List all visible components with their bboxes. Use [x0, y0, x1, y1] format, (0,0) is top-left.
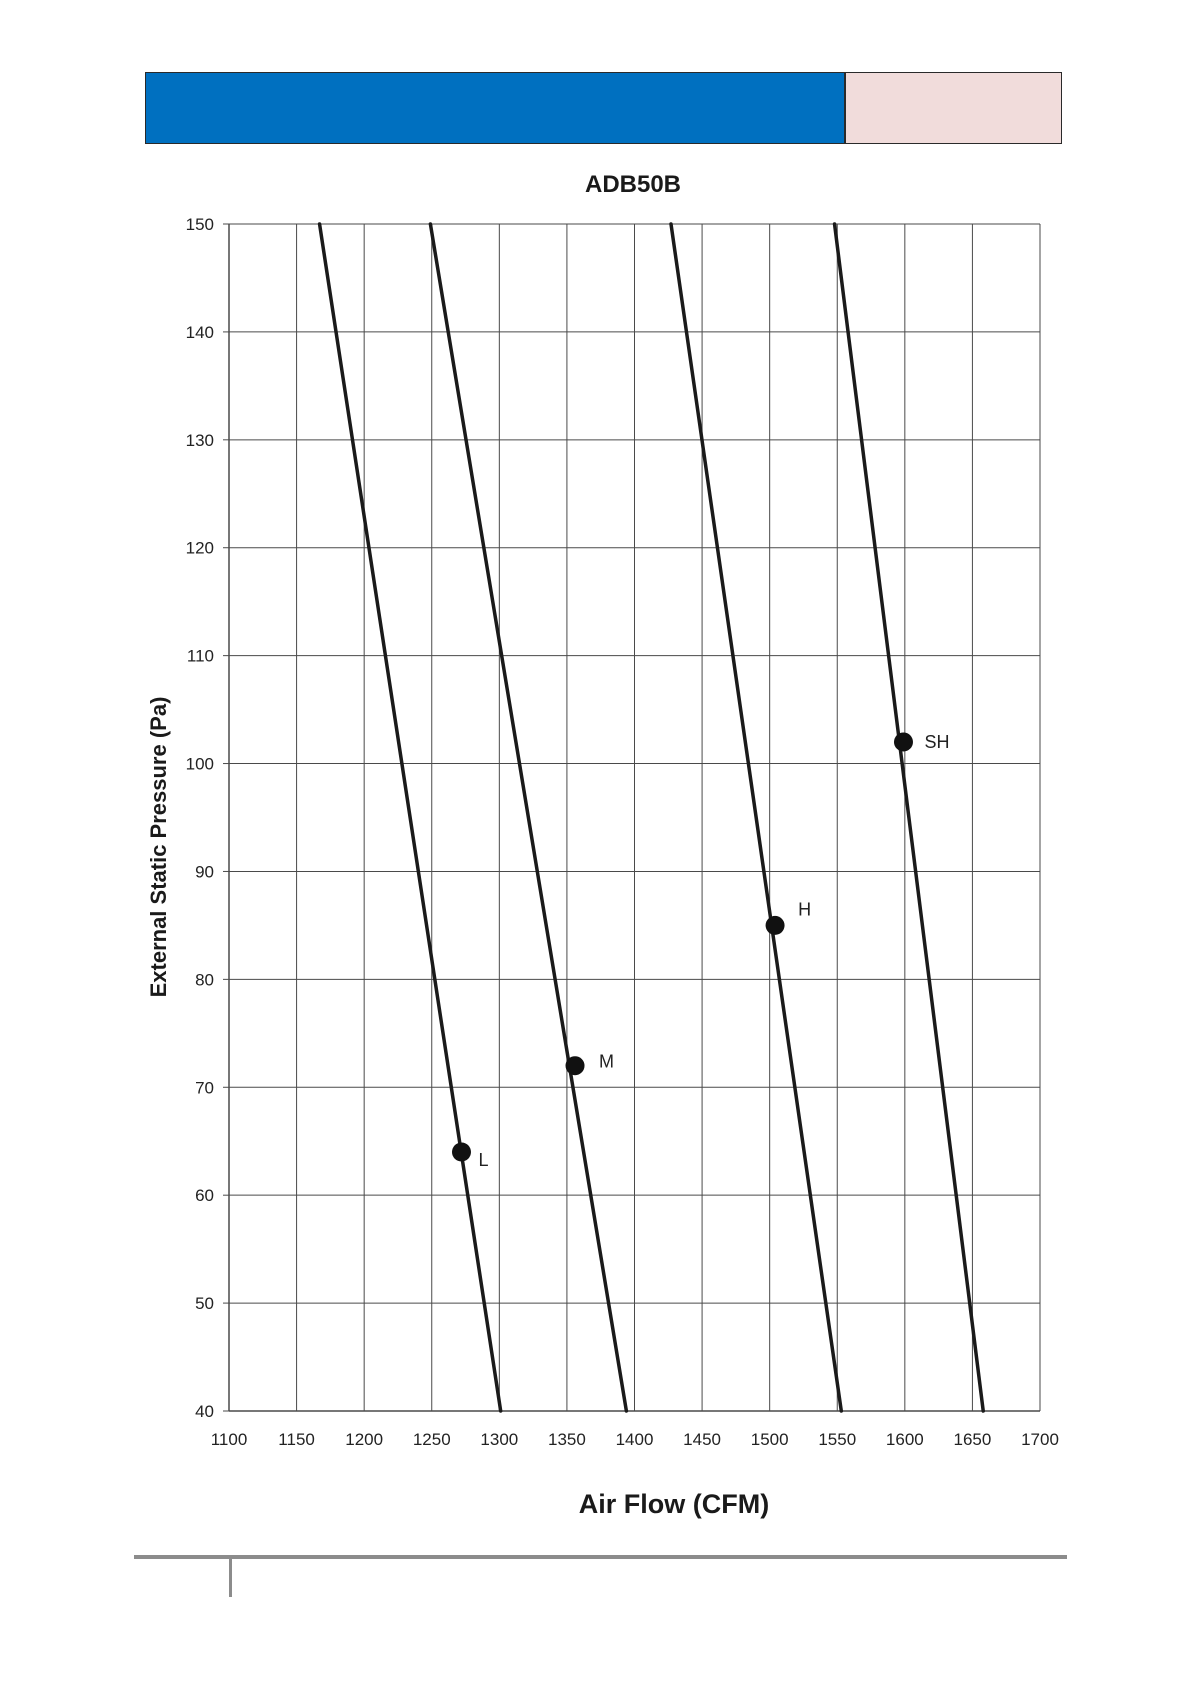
x-tick-label: 1600	[886, 1430, 924, 1449]
x-tick-label: 1350	[548, 1430, 586, 1449]
x-tick-label: 1150	[278, 1430, 315, 1449]
marker-point	[893, 732, 913, 752]
x-tick-label: 1250	[413, 1430, 451, 1449]
x-axis-label: Air Flow (CFM)	[579, 1489, 769, 1519]
x-tick-label: 1700	[1021, 1430, 1059, 1449]
header-pink-box	[845, 72, 1062, 144]
y-tick-label: 110	[187, 647, 214, 666]
x-tick-label: 1650	[954, 1430, 992, 1449]
y-tick-label: 90	[195, 862, 214, 881]
markers: L M H SH	[451, 732, 949, 1170]
footer-rule	[134, 1555, 1067, 1559]
tick-labels: 1100 1150 1200 1250 1300 1350 1400 1450 1500 1550…	[186, 215, 1059, 1449]
marker-point	[565, 1056, 585, 1076]
x-tick-label: 1200	[345, 1430, 383, 1449]
y-tick-label: 150	[186, 215, 214, 234]
marker-label: SH	[924, 732, 949, 752]
series-lines	[317, 222, 985, 1413]
marker-point	[451, 1142, 471, 1162]
y-tick-label: 120	[186, 539, 214, 558]
x-tick-label: 1500	[751, 1430, 789, 1449]
marker-label: L	[478, 1150, 488, 1170]
y-tick-label: 40	[195, 1402, 214, 1421]
marker-label: M	[599, 1052, 614, 1072]
y-tick-label: 50	[195, 1294, 214, 1313]
series-line	[317, 222, 503, 1413]
x-tick-label: 1100	[211, 1430, 248, 1449]
x-tick-label: 1450	[683, 1430, 721, 1449]
y-tick-label: 140	[186, 323, 214, 342]
y-tick-label: 60	[195, 1186, 214, 1205]
marker-point	[765, 915, 785, 935]
header-blue-band	[145, 72, 845, 144]
y-tick-label: 130	[186, 431, 214, 450]
grid	[223, 223, 1041, 1412]
y-axis-label: External Static Pressure (Pa)	[146, 697, 171, 998]
series-line	[669, 222, 844, 1413]
x-tick-label: 1400	[616, 1430, 654, 1449]
footer-tick	[229, 1557, 232, 1597]
x-tick-label: 1550	[818, 1430, 856, 1449]
chart-title: ADB50B	[585, 171, 681, 198]
y-tick-label: 70	[195, 1078, 214, 1097]
y-tick-label: 80	[195, 970, 214, 989]
series-line	[428, 222, 629, 1413]
x-tick-label: 1300	[480, 1430, 518, 1449]
header-bar	[145, 72, 1062, 144]
y-tick-label: 100	[186, 755, 214, 774]
series-line	[832, 222, 985, 1413]
marker-label: H	[798, 899, 811, 919]
